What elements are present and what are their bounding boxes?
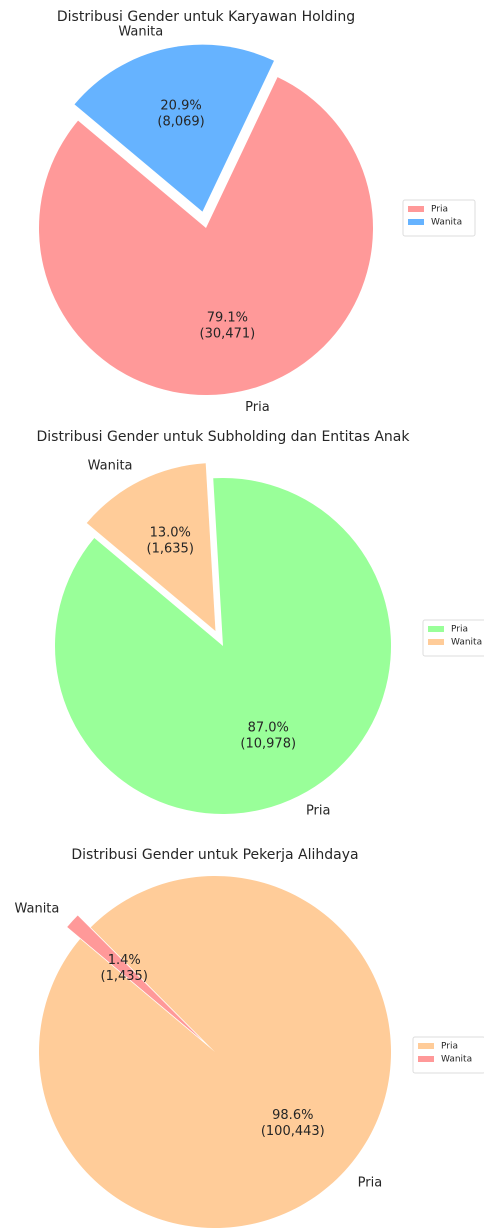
value-label: (8,069) <box>157 114 204 129</box>
pie-slice <box>55 477 391 814</box>
value-label: (1,635) <box>147 541 194 556</box>
legend-swatch <box>418 1043 434 1049</box>
legend-label: Pria <box>451 625 468 635</box>
chart-title: Distribusi Gender untuk Subholding dan E… <box>37 429 411 445</box>
legend-label: Wanita <box>431 218 462 228</box>
slice-label: Wanita <box>118 25 163 40</box>
value-label: (10,978) <box>240 737 296 752</box>
pie-slice <box>74 44 274 212</box>
pie-slice <box>39 77 374 396</box>
percent-label: 1.4% <box>108 953 141 968</box>
percent-label: 13.0% <box>150 525 191 540</box>
legend: Pria Wanita <box>402 199 476 237</box>
legend-label: Wanita <box>451 638 482 648</box>
value-label: (100,443) <box>261 1124 325 1139</box>
percent-label: 87.0% <box>248 721 289 736</box>
legend-swatch <box>418 1056 434 1062</box>
value-label: (1,435) <box>101 969 148 984</box>
legend: Pria Wanita <box>412 1036 484 1074</box>
percent-label: 79.1% <box>207 310 248 325</box>
legend-swatch <box>408 206 424 212</box>
pie-slice <box>67 915 203 1041</box>
percent-label: 20.9% <box>160 98 201 113</box>
slice-label: Pria <box>306 804 331 819</box>
slice-label: Pria <box>358 1175 383 1190</box>
slice-label: Wanita <box>88 458 133 473</box>
legend-swatch <box>408 219 424 225</box>
legend-label: Pria <box>431 205 448 215</box>
legend-label: Pria <box>441 1042 458 1052</box>
pie-slice <box>39 875 392 1228</box>
slice-label: Wanita <box>14 902 59 917</box>
pie-slice <box>86 463 216 631</box>
percent-label: 98.6% <box>272 1108 313 1123</box>
legend: Pria Wanita <box>422 619 484 657</box>
slice-label: Pria <box>245 400 270 415</box>
chart-title: Distribusi Gender untuk Pekerja Alihdaya <box>71 847 358 863</box>
value-label: (30,471) <box>200 326 256 341</box>
legend-label: Wanita <box>441 1055 472 1065</box>
legend-swatch <box>428 639 444 645</box>
chart-title: Distribusi Gender untuk Karyawan Holding <box>57 9 355 25</box>
legend-swatch <box>428 626 444 632</box>
